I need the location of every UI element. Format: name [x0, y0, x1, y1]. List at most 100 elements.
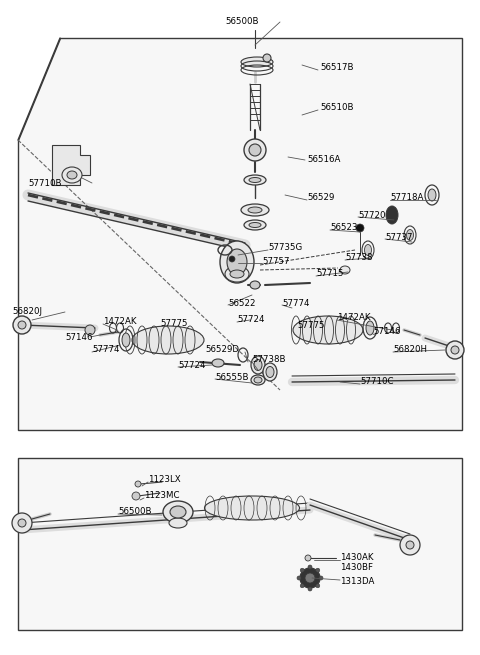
- Circle shape: [297, 576, 301, 580]
- Circle shape: [305, 573, 315, 583]
- Text: 56820H: 56820H: [393, 345, 427, 354]
- Circle shape: [13, 316, 31, 334]
- Text: 56529D: 56529D: [205, 345, 239, 354]
- Ellipse shape: [241, 204, 269, 216]
- Ellipse shape: [62, 167, 82, 183]
- Circle shape: [451, 346, 459, 354]
- Text: 57737: 57737: [385, 233, 412, 242]
- Ellipse shape: [366, 321, 374, 335]
- Text: 57720: 57720: [358, 210, 385, 219]
- Text: 57738: 57738: [345, 253, 372, 263]
- Ellipse shape: [225, 266, 249, 282]
- Ellipse shape: [248, 207, 262, 213]
- Ellipse shape: [263, 363, 277, 381]
- Circle shape: [316, 569, 320, 572]
- Text: 57146: 57146: [373, 328, 400, 337]
- Ellipse shape: [163, 501, 193, 523]
- Text: 56517B: 56517B: [320, 64, 353, 73]
- Ellipse shape: [132, 326, 204, 354]
- Circle shape: [308, 565, 312, 569]
- Text: 1123LX: 1123LX: [148, 476, 180, 485]
- Text: 56555B: 56555B: [215, 373, 249, 381]
- Ellipse shape: [251, 375, 265, 385]
- Text: 1430BF: 1430BF: [340, 563, 373, 572]
- Text: 57724: 57724: [237, 316, 264, 324]
- Circle shape: [446, 341, 464, 359]
- Circle shape: [300, 584, 304, 588]
- Text: 57710B: 57710B: [28, 179, 61, 187]
- Ellipse shape: [220, 241, 254, 283]
- Ellipse shape: [254, 360, 262, 371]
- Circle shape: [300, 568, 320, 588]
- Text: 56500B: 56500B: [225, 18, 259, 26]
- Text: 57775: 57775: [297, 320, 324, 329]
- Text: 56516A: 56516A: [307, 155, 340, 164]
- Polygon shape: [52, 145, 90, 185]
- Ellipse shape: [249, 144, 261, 156]
- Ellipse shape: [227, 249, 247, 275]
- Text: 56522: 56522: [228, 299, 255, 307]
- Text: 1430AK: 1430AK: [340, 553, 373, 563]
- Text: 57774: 57774: [282, 299, 310, 307]
- Text: 1472AK: 1472AK: [337, 314, 371, 322]
- Text: 56510B: 56510B: [320, 103, 353, 113]
- Text: 57775: 57775: [160, 320, 188, 329]
- Ellipse shape: [251, 356, 265, 374]
- Circle shape: [18, 519, 26, 527]
- Text: 56820J: 56820J: [12, 307, 42, 316]
- Text: 57715: 57715: [316, 269, 344, 278]
- Ellipse shape: [249, 178, 261, 183]
- Text: 1313DA: 1313DA: [340, 578, 374, 586]
- Text: 1472AK: 1472AK: [103, 318, 136, 326]
- Text: 1123MC: 1123MC: [144, 491, 180, 500]
- Circle shape: [18, 321, 26, 329]
- Ellipse shape: [428, 189, 436, 201]
- Text: 57774: 57774: [92, 345, 120, 354]
- Ellipse shape: [250, 281, 260, 289]
- Ellipse shape: [340, 266, 350, 274]
- Bar: [18, 458, 462, 630]
- Text: 57710C: 57710C: [360, 377, 394, 386]
- Circle shape: [300, 569, 304, 572]
- Circle shape: [356, 224, 364, 232]
- Circle shape: [229, 256, 235, 262]
- Text: 56529: 56529: [307, 193, 335, 202]
- Ellipse shape: [204, 496, 300, 520]
- Text: 57718A: 57718A: [390, 193, 423, 202]
- Circle shape: [406, 541, 414, 549]
- Ellipse shape: [263, 54, 271, 62]
- Circle shape: [316, 584, 320, 588]
- Text: 56500B: 56500B: [118, 508, 152, 517]
- Text: 57735G: 57735G: [268, 244, 302, 252]
- Circle shape: [319, 576, 323, 580]
- Text: 56523: 56523: [330, 223, 358, 233]
- Polygon shape: [18, 38, 462, 430]
- Ellipse shape: [170, 506, 186, 518]
- Ellipse shape: [169, 518, 187, 528]
- Ellipse shape: [67, 171, 77, 179]
- Circle shape: [305, 555, 311, 561]
- Ellipse shape: [230, 270, 244, 278]
- Ellipse shape: [254, 377, 262, 383]
- Ellipse shape: [244, 139, 266, 161]
- Circle shape: [12, 513, 32, 533]
- Text: 57757: 57757: [262, 257, 289, 265]
- Text: 57146: 57146: [65, 333, 93, 341]
- Ellipse shape: [364, 244, 372, 255]
- Circle shape: [400, 535, 420, 555]
- Text: 57724: 57724: [178, 360, 205, 369]
- Circle shape: [85, 325, 95, 335]
- Ellipse shape: [241, 57, 273, 67]
- Ellipse shape: [407, 229, 413, 240]
- Ellipse shape: [386, 206, 398, 224]
- Ellipse shape: [122, 333, 130, 347]
- Ellipse shape: [293, 316, 363, 344]
- Ellipse shape: [266, 367, 274, 377]
- Ellipse shape: [244, 175, 266, 185]
- Circle shape: [308, 587, 312, 591]
- Text: 57738B: 57738B: [252, 356, 286, 364]
- Circle shape: [132, 492, 140, 500]
- Ellipse shape: [249, 223, 261, 227]
- Circle shape: [135, 481, 141, 487]
- Ellipse shape: [212, 359, 224, 367]
